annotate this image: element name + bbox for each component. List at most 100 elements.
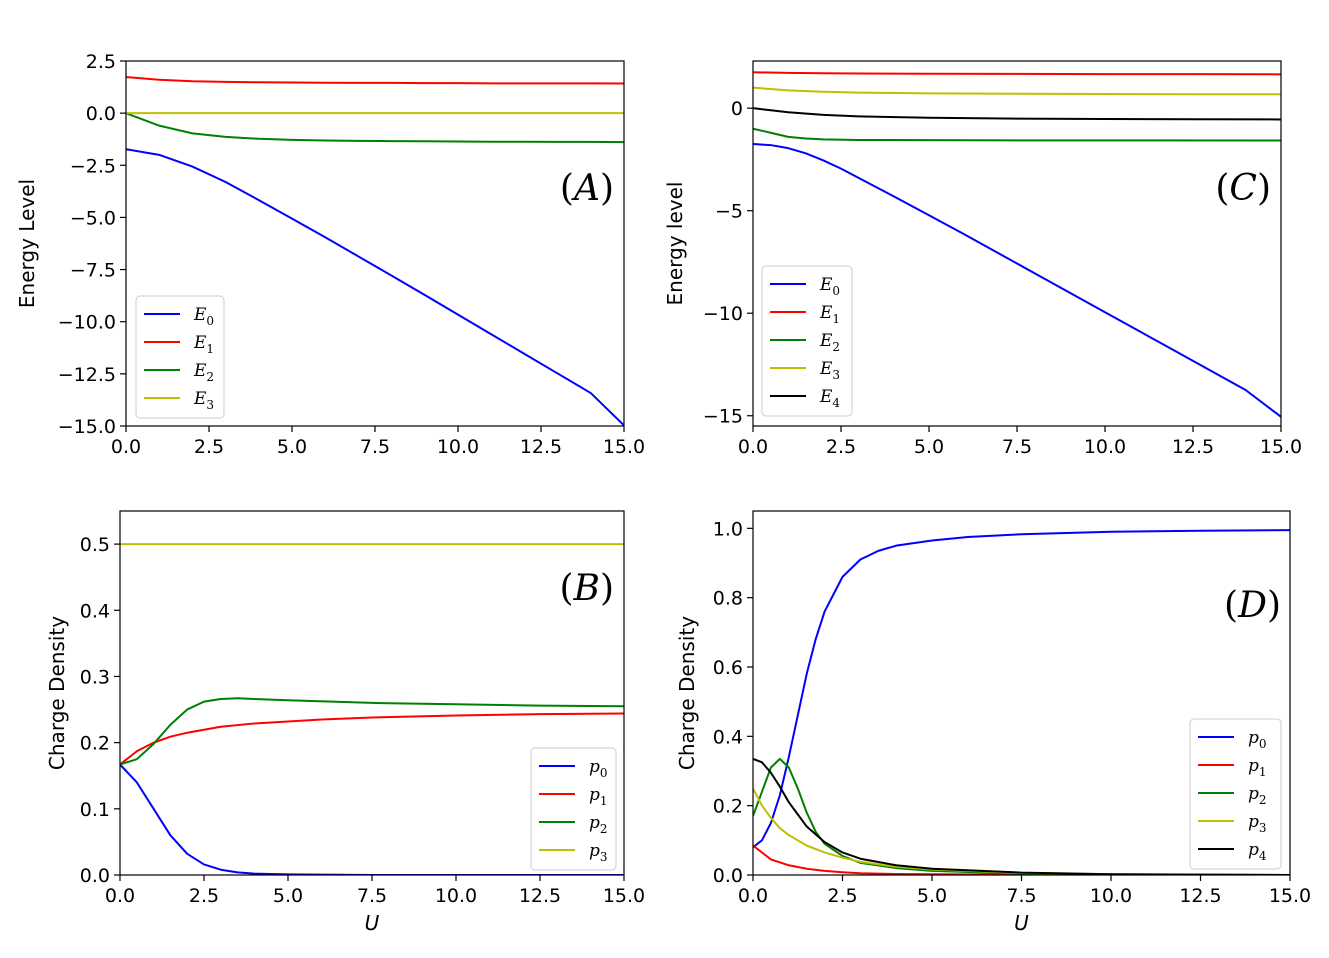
legend-label-p1: p1: [1248, 756, 1267, 779]
y-tick-label: 0.0: [713, 865, 743, 887]
x-tick-label: 2.5: [194, 436, 224, 458]
legend-box: [530, 747, 617, 871]
y-tick-label: 0.3: [80, 666, 110, 688]
y-tick-label: 1.0: [713, 518, 743, 540]
x-tick-label: 7.5: [1006, 885, 1036, 907]
legend-label-E0: E0: [193, 305, 214, 328]
series-group: [126, 76, 624, 426]
series-line-p2: [120, 697, 624, 766]
legend-label-E3: E3: [193, 389, 214, 412]
panel-tag: (A): [560, 168, 614, 209]
y-tick-label: 0.2: [713, 796, 743, 818]
y-tick-label: −10.0: [58, 312, 116, 334]
y-tick-label: 2.5: [86, 51, 116, 73]
x-tick-label: 5.0: [273, 885, 303, 907]
panel-tag: (B): [559, 568, 614, 609]
legend-label-E2: E2: [193, 361, 214, 384]
y-tick-label: 0.4: [713, 726, 743, 748]
x-axis-label: U: [365, 911, 380, 935]
x-tick-label: 15.0: [1260, 436, 1302, 458]
x-tick-label: 12.5: [1179, 885, 1221, 907]
x-tick-label: 0.0: [105, 885, 135, 907]
x-tick-label: 12.5: [1172, 436, 1214, 458]
legend-box: [1189, 718, 1282, 870]
y-tick-label: 0.8: [713, 588, 743, 610]
legend-label-p2: p2: [589, 813, 608, 836]
x-tick-label: 15.0: [603, 436, 645, 458]
legend-label-E2: E2: [819, 331, 840, 354]
y-tick-label: −7.5: [70, 260, 116, 282]
y-tick-label: −5.0: [70, 207, 116, 229]
y-tick-label: 0.6: [713, 657, 743, 679]
y-axis-label: Charge Density: [45, 616, 69, 770]
x-tick-label: 2.5: [189, 885, 219, 907]
legend-label-E4: E4: [819, 387, 840, 410]
x-tick-label: 15.0: [603, 885, 645, 907]
series-line-p4: [753, 757, 1290, 875]
y-tick-label: −5: [715, 201, 743, 223]
y-tick-label: −15.0: [58, 416, 116, 438]
legend-label-p3: p3: [1248, 812, 1267, 835]
y-tick-label: 0: [731, 98, 743, 120]
x-tick-label: 2.5: [826, 436, 856, 458]
legend: E0 E1 E2 E3 E4: [761, 265, 853, 417]
y-axis-label: Charge Density: [675, 616, 699, 770]
series-line-E4: [753, 107, 1281, 121]
legend-label-E3: E3: [819, 359, 840, 382]
legend-label-p0: p0: [1248, 728, 1267, 751]
legend-label-E0: E0: [819, 275, 840, 298]
legend-label-p0: p0: [589, 757, 608, 780]
x-tick-label: 2.5: [827, 885, 857, 907]
x-tick-label: 0.0: [111, 436, 141, 458]
series-line-E0: [753, 143, 1281, 418]
series-line-E1: [126, 76, 624, 85]
x-tick-label: 12.5: [519, 885, 561, 907]
legend-box: [135, 295, 225, 419]
panel-D: 0.0 2.5 5.0 7.5 10.0 12.5 15.0 0.0 0.2 0.4 0.6 0.8 1…: [675, 510, 1311, 935]
x-tick-label: 0.0: [738, 436, 768, 458]
x-tick-label: 7.5: [1002, 436, 1032, 458]
x-tick-label: 7.5: [357, 885, 387, 907]
x-axis-label: U: [1014, 911, 1029, 935]
x-tick-label: 5.0: [914, 436, 944, 458]
x-tick-label: 12.5: [520, 436, 562, 458]
x-tick-label: 5.0: [917, 885, 947, 907]
x-tick-label: 7.5: [360, 436, 390, 458]
legend-label-E1: E1: [819, 303, 840, 326]
x-tick-label: 5.0: [277, 436, 307, 458]
series-line-E1: [753, 71, 1281, 76]
x-tick-label: 10.0: [1090, 885, 1132, 907]
panel-tag: (D): [1224, 585, 1281, 626]
y-tick-label: −10: [703, 303, 743, 325]
series-line-E3: [753, 86, 1281, 96]
series-group: [753, 71, 1281, 418]
panel-C: 0.0 2.5 5.0 7.5 10.0 12.5 15.0 0 −5 −10 −15 Energy …: [663, 60, 1302, 458]
y-tick-label: −2.5: [70, 155, 116, 177]
series-line-p0: [753, 529, 1290, 849]
legend: p0 p1 p2 p3 p4: [1189, 718, 1282, 870]
legend-box: [761, 265, 853, 417]
legend-label-p4: p4: [1248, 840, 1267, 863]
y-tick-label: 0.2: [80, 733, 110, 755]
panel-B: 0.0 2.5 5.0 7.5 10.0 12.5 15.0 0.0 0.1 0.2 0.3 0.4 0…: [45, 510, 645, 935]
legend-label-p1: p1: [589, 785, 608, 808]
y-tick-label: 0.5: [80, 534, 110, 556]
panel-A: 0.0 2.5 5.0 7.5 10.0 12.5 15.0 2.5 0.0 −2.5 −5.0 −7…: [15, 51, 645, 458]
y-tick-label: 0.4: [80, 600, 110, 622]
legend: p0 p1 p2 p3: [530, 747, 617, 871]
x-tick-label: 15.0: [1269, 885, 1311, 907]
x-tick-label: 10.0: [437, 436, 479, 458]
legend-label-E1: E1: [193, 333, 214, 356]
series-line-E2: [753, 127, 1281, 142]
y-tick-label: −15: [703, 406, 743, 428]
x-tick-label: 10.0: [435, 885, 477, 907]
x-tick-label: 10.0: [1084, 436, 1126, 458]
y-tick-label: −12.5: [58, 364, 116, 386]
y-axis-label: Energy level: [663, 182, 687, 306]
x-tick-label: 0.0: [738, 885, 768, 907]
y-axis-label: Energy Level: [15, 179, 39, 308]
legend-label-p3: p3: [589, 841, 608, 864]
y-tick-label: 0.0: [80, 865, 110, 887]
legend-label-p2: p2: [1248, 784, 1267, 807]
